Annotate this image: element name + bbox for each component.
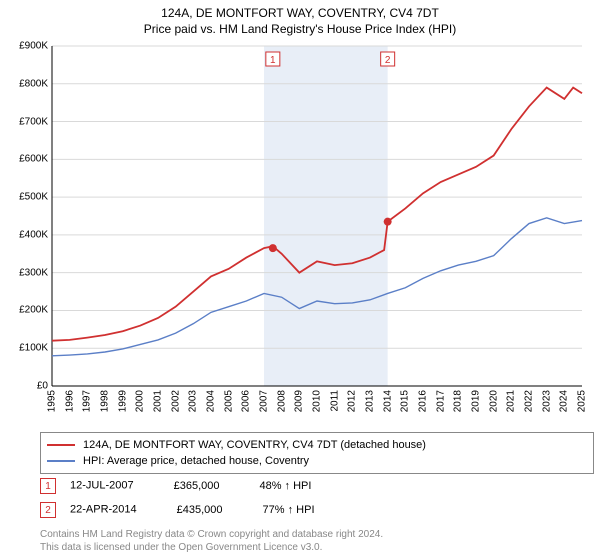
- transaction-price: £365,000: [174, 480, 220, 492]
- ytick-label: £900K: [19, 41, 48, 52]
- xtick-label: 2017: [435, 390, 446, 412]
- xtick-label: 2019: [471, 390, 482, 412]
- xtick-label: 2024: [559, 390, 570, 412]
- xtick-label: 2015: [400, 390, 411, 412]
- xtick-label: 1998: [100, 390, 111, 412]
- transaction-row: 2 22-APR-2014 £435,000 77% ↑ HPI: [40, 502, 315, 518]
- legend-text: HPI: Average price, detached house, Cove…: [83, 455, 309, 467]
- xtick-label: 2010: [312, 390, 323, 412]
- transaction-row: 1 12-JUL-2007 £365,000 48% ↑ HPI: [40, 478, 311, 494]
- chart-area: 12 £0£100K£200K£300K£400K£500K£600K£700K…: [52, 46, 582, 386]
- xtick-label: 1996: [64, 390, 75, 412]
- marker-label: 1: [270, 55, 276, 66]
- legend-text: 124A, DE MONTFORT WAY, COVENTRY, CV4 7DT…: [83, 439, 426, 451]
- legend-swatch: [47, 444, 75, 446]
- legend-row: 124A, DE MONTFORT WAY, COVENTRY, CV4 7DT…: [47, 437, 587, 453]
- legend-swatch: [47, 460, 75, 462]
- xtick-label: 2007: [259, 390, 270, 412]
- legend-box: 124A, DE MONTFORT WAY, COVENTRY, CV4 7DT…: [40, 432, 594, 474]
- title-main: 124A, DE MONTFORT WAY, COVENTRY, CV4 7DT: [0, 6, 600, 20]
- xtick-label: 2018: [453, 390, 464, 412]
- xtick-label: 2016: [418, 390, 429, 412]
- footer-line: This data is licensed under the Open Gov…: [40, 541, 383, 554]
- xtick-label: 2001: [153, 390, 164, 412]
- marker-label: 2: [385, 55, 391, 66]
- xtick-label: 1997: [82, 390, 93, 412]
- transaction-delta: 48% ↑ HPI: [259, 480, 311, 492]
- xtick-label: 2020: [488, 390, 499, 412]
- xtick-label: 1995: [47, 390, 58, 412]
- ytick-label: £300K: [19, 267, 48, 278]
- footer-line: Contains HM Land Registry data © Crown c…: [40, 528, 383, 541]
- xtick-label: 2021: [506, 390, 517, 412]
- transaction-delta: 77% ↑ HPI: [263, 504, 315, 516]
- chart-container: 124A, DE MONTFORT WAY, COVENTRY, CV4 7DT…: [0, 0, 600, 560]
- title-block: 124A, DE MONTFORT WAY, COVENTRY, CV4 7DT…: [0, 0, 600, 36]
- xtick-label: 2006: [241, 390, 252, 412]
- transaction-date: 22-APR-2014: [70, 504, 137, 516]
- marker-dot: [384, 218, 392, 226]
- xtick-label: 2000: [135, 390, 146, 412]
- xtick-label: 2009: [294, 390, 305, 412]
- ytick-label: £600K: [19, 154, 48, 165]
- xtick-label: 2025: [577, 390, 588, 412]
- ytick-label: £200K: [19, 305, 48, 316]
- chart-svg: 12: [52, 46, 582, 386]
- transaction-price: £435,000: [177, 504, 223, 516]
- ytick-label: £400K: [19, 229, 48, 240]
- xtick-label: 2003: [188, 390, 199, 412]
- transaction-marker: 1: [40, 478, 56, 494]
- xtick-label: 2014: [382, 390, 393, 412]
- transaction-marker: 2: [40, 502, 56, 518]
- marker-dot: [269, 244, 277, 252]
- xtick-label: 2005: [223, 390, 234, 412]
- xtick-label: 2013: [365, 390, 376, 412]
- xtick-label: 2004: [206, 390, 217, 412]
- shaded-band: [264, 46, 388, 386]
- ytick-label: £500K: [19, 192, 48, 203]
- title-sub: Price paid vs. HM Land Registry's House …: [0, 22, 600, 36]
- ytick-label: £800K: [19, 78, 48, 89]
- xtick-label: 2023: [541, 390, 552, 412]
- xtick-label: 2022: [524, 390, 535, 412]
- xtick-label: 2011: [329, 390, 340, 412]
- xtick-label: 2008: [276, 390, 287, 412]
- legend-row: HPI: Average price, detached house, Cove…: [47, 453, 587, 469]
- xtick-label: 1999: [117, 390, 128, 412]
- xtick-label: 2002: [170, 390, 181, 412]
- transaction-date: 12-JUL-2007: [70, 480, 134, 492]
- xtick-label: 2012: [347, 390, 358, 412]
- footer: Contains HM Land Registry data © Crown c…: [40, 528, 383, 554]
- ytick-label: £700K: [19, 116, 48, 127]
- ytick-label: £100K: [19, 343, 48, 354]
